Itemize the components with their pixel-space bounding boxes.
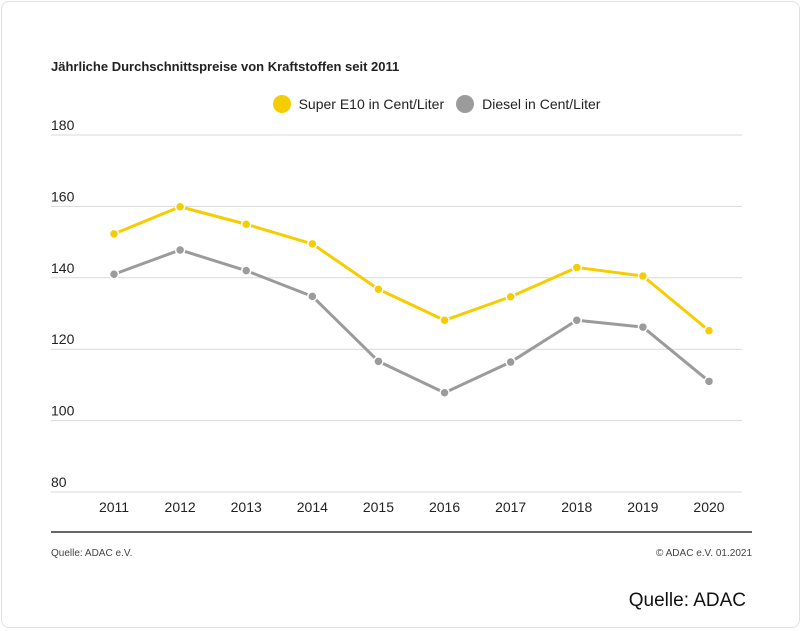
data-point-super-e10-2016 <box>439 315 450 326</box>
x-tick-label-2013: 2013 <box>231 499 262 515</box>
legend-label-super-e10: Super E10 in Cent/Liter <box>298 96 445 112</box>
data-point-super-e10-2019 <box>637 270 649 282</box>
legend-item-super-e10: Super E10 in Cent/Liter <box>272 95 445 113</box>
image-caption: Quelle: ADAC <box>628 590 746 611</box>
data-point-diesel-2015 <box>373 356 384 367</box>
data-point-diesel-2017 <box>505 356 516 368</box>
data-point-super-e10-2012 <box>174 201 186 213</box>
data-point-super-e10-2018 <box>571 262 583 273</box>
legend-dot-diesel <box>456 95 475 113</box>
chart-legend: Super E10 in Cent/Liter Diesel in Cent/L… <box>0 95 803 113</box>
x-tick-label-2018: 2018 <box>561 499 592 515</box>
data-point-diesel-2018 <box>571 315 583 326</box>
data-point-diesel-2011 <box>108 268 120 280</box>
legend-item-diesel: Diesel in Cent/Liter <box>456 95 600 113</box>
x-tick-label-2016: 2016 <box>429 499 460 515</box>
x-tick-label-2017: 2017 <box>495 499 526 515</box>
copyright-note: © ADAC e.V. 01.2021 <box>656 548 752 559</box>
y-tick-label-140: 140 <box>51 260 75 276</box>
source-note: Quelle: ADAC e.V. <box>51 548 133 559</box>
data-point-super-e10-2017 <box>505 291 516 302</box>
y-tick-label-80: 80 <box>51 474 67 490</box>
data-point-super-e10-2020 <box>703 325 715 336</box>
data-point-diesel-2013 <box>240 265 252 276</box>
legend-dot-super-e10 <box>272 95 291 113</box>
chart-title: Jährliche Durchschnittspreise von Krafts… <box>51 59 400 74</box>
data-point-super-e10-2015 <box>373 283 384 295</box>
x-tick-label-2014: 2014 <box>297 499 328 515</box>
data-point-diesel-2019 <box>637 321 649 333</box>
data-point-diesel-2012 <box>174 244 186 256</box>
y-tick-label-160: 160 <box>51 188 75 204</box>
series-line-diesel <box>112 248 711 395</box>
y-tick-label-100: 100 <box>51 403 75 419</box>
x-tick-label-2019: 2019 <box>627 499 658 515</box>
series-line-super-e10 <box>112 205 711 333</box>
legend-label-diesel: Diesel in Cent/Liter <box>482 96 601 112</box>
data-point-super-e10-2013 <box>240 219 252 230</box>
x-tick-label-2012: 2012 <box>165 499 196 515</box>
data-point-diesel-2014 <box>307 291 318 302</box>
data-point-super-e10-2014 <box>307 238 318 250</box>
x-tick-label-2011: 2011 <box>99 499 129 515</box>
data-point-diesel-2016 <box>439 387 450 399</box>
y-tick-label-120: 120 <box>51 331 75 347</box>
x-tick-label-2020: 2020 <box>693 499 724 515</box>
data-point-diesel-2020 <box>703 376 715 387</box>
x-tick-label-2015: 2015 <box>363 499 394 515</box>
y-tick-label-180: 180 <box>51 117 75 133</box>
data-point-super-e10-2011 <box>108 228 120 240</box>
